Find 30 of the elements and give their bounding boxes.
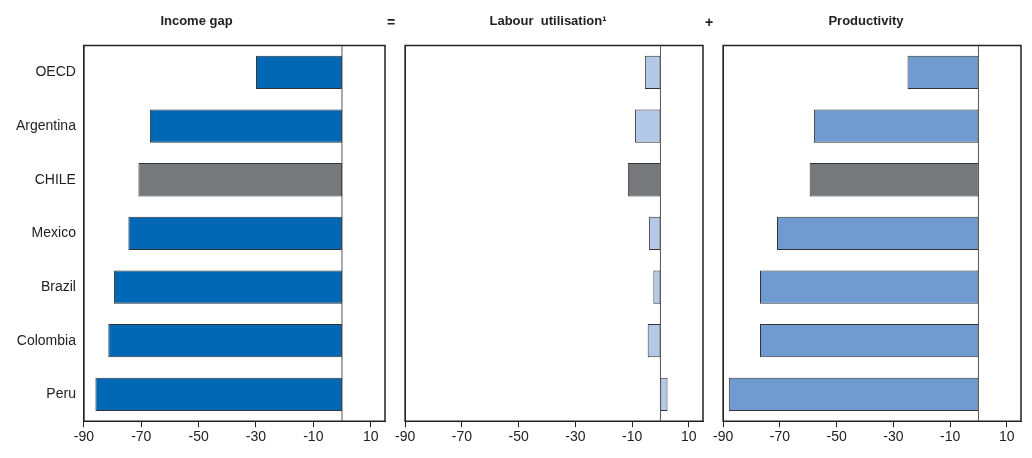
- chart-title: Income gap: [160, 13, 233, 29]
- y-tick-label: Peru: [46, 385, 76, 402]
- chart-title: Productivity: [828, 13, 905, 29]
- y-tick-label: Argentina: [15, 116, 77, 133]
- y-tick-label: Mexico: [31, 224, 77, 241]
- x-tick-label: -10: [303, 428, 324, 445]
- x-tick-label: -50: [188, 428, 209, 445]
- chart-title: Labour utilisation¹: [489, 13, 607, 29]
- x-tick-label: 10: [999, 428, 1015, 445]
- x-tick-label: -70: [769, 428, 791, 445]
- x-tick-label: -10: [939, 428, 961, 445]
- text: +: [705, 14, 714, 30]
- x-tick-label: -90: [73, 428, 95, 445]
- y-tick-label: OECD: [35, 63, 76, 80]
- x-tick-label: -90: [713, 428, 734, 445]
- y-tick-label: CHILE: [34, 170, 76, 187]
- x-tick-label: -30: [245, 428, 267, 445]
- x-tick-label: -70: [451, 428, 473, 445]
- x-tick-label: -30: [565, 428, 586, 445]
- x-tick-label: 10: [362, 428, 379, 445]
- text: =: [387, 14, 396, 30]
- x-tick-label: -50: [508, 428, 529, 445]
- y-tick-label: Colombia: [16, 331, 77, 348]
- x-tick-label: -70: [131, 428, 152, 445]
- x-tick-label: 10: [681, 428, 697, 445]
- y-tick-label: Brazil: [40, 277, 76, 294]
- x-tick-label: -30: [883, 428, 904, 445]
- x-tick-label: -90: [395, 428, 416, 445]
- x-tick-label: -10: [621, 428, 643, 445]
- x-tick-label: -50: [826, 428, 847, 445]
